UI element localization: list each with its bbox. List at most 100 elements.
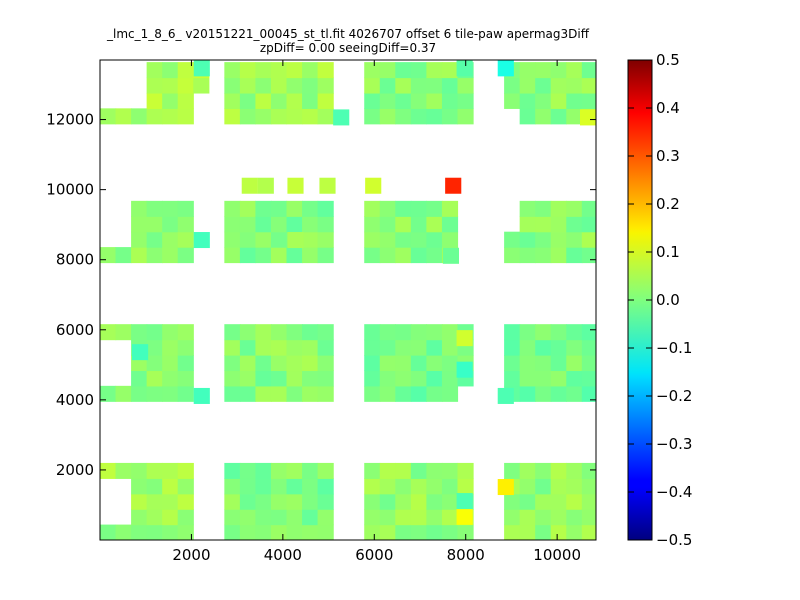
heatmap-cell	[566, 370, 583, 387]
heatmap-cell	[364, 355, 381, 372]
heatmap-cell	[395, 77, 412, 94]
heatmap-cell	[426, 247, 443, 264]
heatmap-cell	[497, 60, 514, 77]
heatmap-cell	[270, 247, 288, 264]
heatmap-cell	[100, 247, 117, 264]
heatmap-cell	[441, 62, 459, 79]
heatmap-cell	[504, 231, 521, 248]
heatmap-cell	[395, 370, 412, 387]
heatmap-cell	[162, 77, 179, 94]
heatmap-cell	[317, 493, 334, 510]
heatmap-cell	[224, 108, 241, 125]
heatmap-cell	[270, 509, 288, 526]
heatmap-cell	[162, 385, 179, 402]
heatmap-cell	[239, 493, 257, 510]
heatmap-cell	[441, 77, 459, 94]
heatmap-cell	[426, 216, 443, 233]
heatmap-cell	[224, 92, 241, 109]
heatmap-cell	[566, 216, 583, 233]
heatmap-cell	[364, 524, 381, 540]
heatmap-cell	[566, 355, 583, 372]
heatmap-cell	[302, 216, 319, 233]
heatmap-cell	[193, 60, 210, 77]
heatmap-cell	[162, 92, 179, 109]
heatmap-cell	[162, 355, 179, 372]
heatmap-cell	[241, 177, 258, 194]
heatmap-cell	[519, 385, 536, 402]
heatmap-cell	[550, 493, 567, 510]
heatmap-cell	[457, 77, 474, 94]
heatmap-cell	[177, 478, 194, 495]
heatmap-cell	[302, 231, 319, 248]
heatmap-cell	[535, 370, 552, 387]
heatmap-cell	[270, 62, 288, 79]
heatmap-cell	[146, 339, 163, 356]
heatmap-cell	[566, 478, 583, 495]
heatmap-cell	[317, 77, 334, 94]
heatmap-cell	[581, 462, 596, 479]
heatmap-cell	[302, 355, 319, 372]
chart-subtitle: zpDiff= 0.00 seeingDiff=0.37	[260, 41, 436, 55]
heatmap-cell	[441, 478, 459, 495]
heatmap-cell	[364, 216, 381, 233]
heatmap-cell	[519, 509, 536, 526]
heatmap-cell	[131, 462, 148, 479]
heatmap-cell	[379, 108, 396, 125]
heatmap-cell	[146, 77, 163, 94]
heatmap-cell	[426, 324, 443, 341]
heatmap-cell	[426, 339, 443, 356]
heatmap-cell	[317, 216, 334, 233]
heatmap-cell	[519, 324, 536, 341]
heatmap-cell	[224, 324, 241, 341]
heatmap-cell	[519, 355, 536, 372]
heatmap-cell	[146, 493, 163, 510]
heatmap-cell	[566, 524, 583, 540]
heatmap-cell	[426, 493, 443, 510]
heatmap-cell	[239, 247, 257, 264]
heatmap-cell	[550, 385, 567, 402]
heatmap-cell	[566, 77, 583, 94]
heatmap-cell	[224, 231, 241, 248]
heatmap-cell	[581, 493, 596, 510]
heatmap-cell	[177, 385, 194, 402]
heatmap-cell	[317, 355, 334, 372]
heatmap-cell	[410, 324, 427, 341]
heatmap-cell	[441, 200, 459, 217]
colorbar-tick-label: 0.4	[656, 99, 680, 117]
heatmap-cell	[535, 108, 552, 125]
heatmap-cell	[504, 92, 521, 109]
heatmap-cell	[456, 493, 473, 510]
heatmap-cell	[239, 200, 257, 217]
heatmap-cell	[255, 370, 272, 387]
heatmap-cell	[535, 355, 552, 372]
heatmap-cell	[302, 478, 319, 495]
heatmap-cell	[519, 370, 536, 387]
heatmap-cell	[550, 324, 567, 341]
colorbar-axis: 0.5 0.4 0.3 0.2 0.1 0.0 −0.1 −0.2 −0.3 −0.4 −0.5	[628, 51, 692, 549]
heatmap-cell	[519, 493, 536, 510]
colorbar-tick-label: −0.4	[656, 483, 692, 501]
heatmap-cell	[457, 478, 474, 495]
heatmap-cell	[131, 231, 148, 248]
heatmap-cell	[441, 509, 459, 526]
heatmap-cell	[302, 92, 319, 109]
heatmap-cell	[519, 462, 536, 479]
heatmap-cell	[177, 77, 194, 94]
heatmap-cell	[426, 385, 443, 402]
heatmap-cell	[255, 355, 272, 372]
heatmap-cell	[286, 108, 303, 125]
heatmap-cell	[146, 478, 163, 495]
heatmap-cell	[457, 92, 474, 109]
heatmap-cell	[270, 385, 288, 402]
heatmap-cell	[162, 524, 179, 540]
heatmap-cell	[410, 493, 427, 510]
heatmap-cell	[239, 339, 257, 356]
heatmap-cell	[177, 493, 194, 510]
x-tick-label: 8000	[447, 546, 485, 564]
heatmap-cell	[333, 109, 350, 126]
heatmap-cell	[302, 509, 319, 526]
heatmap-cell	[535, 339, 552, 356]
heatmap-cell	[146, 462, 163, 479]
x-tick-label: 6000	[355, 546, 393, 564]
